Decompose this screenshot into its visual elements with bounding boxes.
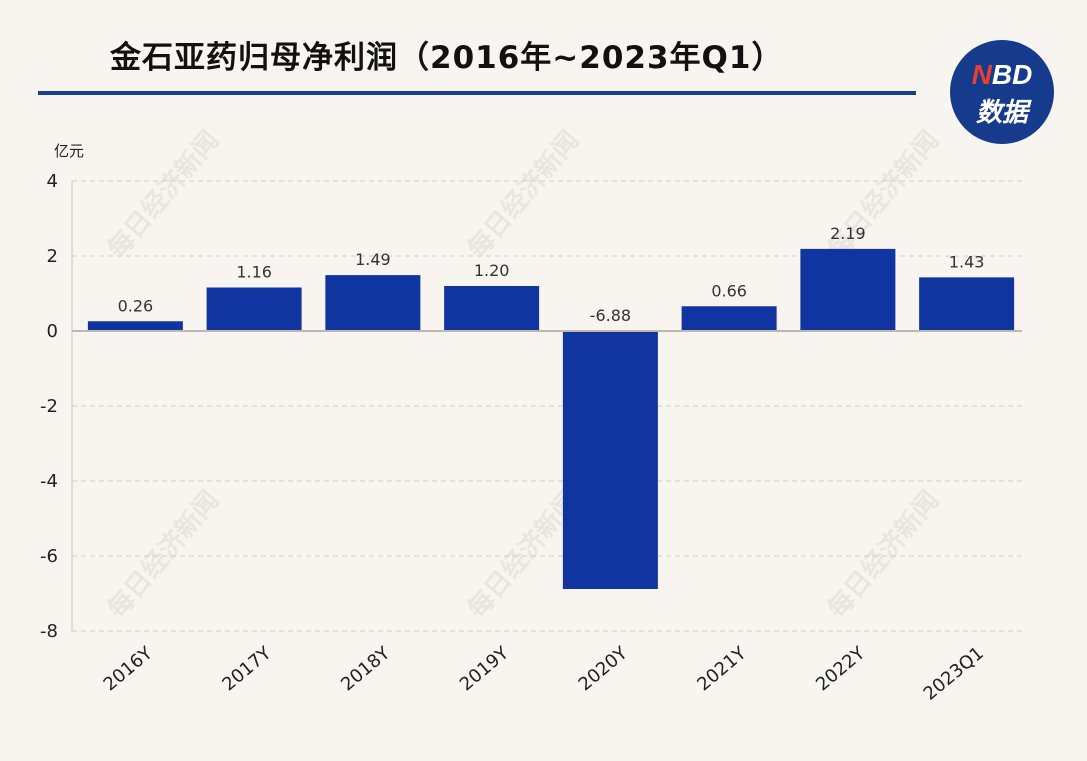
bar — [681, 306, 777, 331]
title-underline — [38, 91, 916, 95]
x-tick-label: 2023Q1 — [920, 643, 988, 705]
watermark-text: 每日经济新闻 — [101, 125, 225, 264]
watermark-text: 每日经济新闻 — [461, 125, 585, 264]
y-tick-label: -8 — [40, 621, 58, 642]
x-tick-label: 2020Y — [575, 642, 633, 695]
y-tick-label: 4 — [47, 171, 58, 192]
nbd-logo-text: NBD — [971, 59, 1033, 90]
bar-value-label: 1.20 — [474, 261, 510, 280]
bar-value-label: 0.66 — [711, 281, 747, 300]
y-tick-label: -4 — [40, 471, 58, 492]
bar-value-label: -6.88 — [590, 306, 631, 325]
x-tick-label: 2022Y — [812, 642, 870, 695]
y-tick-label: 0 — [47, 321, 58, 342]
nbd-logo-cn: 数据 — [975, 98, 1028, 128]
x-tick-label: 2016Y — [100, 642, 158, 695]
bar-value-label: 1.49 — [355, 250, 391, 269]
bar — [800, 248, 896, 331]
y-axis-unit: 亿元 — [54, 142, 85, 160]
x-tick-label: 2018Y — [337, 642, 395, 695]
bar-value-label: 0.26 — [118, 296, 154, 315]
x-tick-label: 2019Y — [456, 642, 514, 695]
watermark-text: 每日经济新闻 — [101, 485, 225, 624]
y-tick-label: 2 — [47, 246, 58, 267]
bar-value-label: 1.43 — [949, 252, 985, 271]
bar-value-label: 1.16 — [236, 263, 272, 282]
chart-title: 金石亚药归母净利润（2016年~2023年Q1） — [110, 40, 784, 76]
y-tick-label: -6 — [40, 546, 58, 567]
bar — [444, 286, 540, 331]
bar — [919, 277, 1015, 331]
bar-value-label: 2.19 — [830, 224, 866, 243]
bar — [562, 331, 658, 589]
watermark-text: 每日经济新闻 — [821, 485, 945, 624]
x-tick-label: 2017Y — [218, 642, 276, 695]
y-tick-label: -2 — [40, 396, 58, 417]
watermark-text: 每日经济新闻 — [821, 125, 945, 264]
nbd-logo: NBD 数据 — [950, 40, 1054, 144]
x-tick-label: 2021Y — [693, 642, 751, 695]
bar — [87, 321, 183, 331]
bar — [325, 275, 421, 331]
bar — [206, 287, 302, 331]
